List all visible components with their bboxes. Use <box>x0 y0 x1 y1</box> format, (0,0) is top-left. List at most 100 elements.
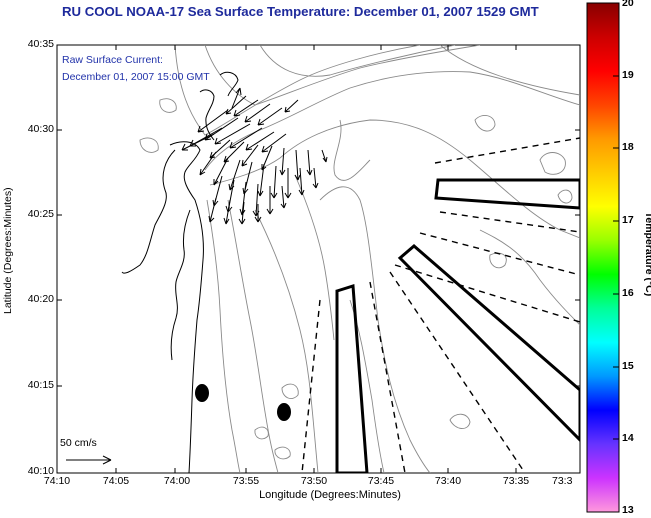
colorbar-tick-label: 16 <box>622 287 634 299</box>
colorbar-tick-label: 15 <box>622 360 634 372</box>
colorbar-tick-label: 19 <box>622 69 634 81</box>
current-arrow <box>257 163 265 197</box>
station-marker <box>195 384 209 402</box>
colorbar-tick-label: 14 <box>622 432 634 444</box>
current-arrow <box>208 197 217 223</box>
current-arrow <box>245 131 275 151</box>
contour-line <box>204 71 580 171</box>
contour-line <box>206 199 241 473</box>
colorbar-tick-label: 20 <box>622 0 634 9</box>
scale-label: 50 cm/s <box>60 437 97 449</box>
colorbar-label: Temperature (°C) <box>643 211 651 297</box>
y-tick-label: 40:15 <box>27 379 54 391</box>
shoreline <box>170 209 191 361</box>
current-arrow <box>284 168 292 199</box>
current-arrow <box>199 151 217 176</box>
x-axis-label: Longitude (Degrees:Minutes) <box>259 489 401 501</box>
x-tick-label: 74:10 <box>43 475 71 487</box>
y-tick-label: 40:20 <box>27 293 54 305</box>
current-arrow <box>238 201 246 225</box>
current-arrow <box>197 109 229 133</box>
current-arrow <box>231 87 242 109</box>
range-line <box>434 137 580 164</box>
current-arrow <box>213 157 229 186</box>
x-tick-label: 73:40 <box>434 475 462 487</box>
plot-area <box>56 44 581 474</box>
coastline <box>121 71 239 473</box>
x-tick-label: 73:55 <box>232 475 260 487</box>
shoreline <box>121 149 176 274</box>
current-arrow <box>312 167 319 189</box>
coverage-box <box>434 178 580 210</box>
current-arrow <box>284 99 299 113</box>
contour-line <box>449 413 471 429</box>
contour-line <box>209 119 580 239</box>
current-arrow <box>223 199 231 225</box>
axis-ticks <box>56 44 580 474</box>
contour-line <box>204 45 481 106</box>
current-arrow <box>279 147 286 176</box>
map-title: RU COOL NOAA-17 Sea Surface Temperature:… <box>62 4 539 19</box>
range-line <box>389 271 526 473</box>
y-tick-label: 40:25 <box>27 208 54 220</box>
current-arrow <box>280 185 287 209</box>
contour-line <box>557 189 573 204</box>
current-arrow <box>294 149 301 181</box>
current-vectors <box>181 87 328 225</box>
radar-range-lines <box>301 137 580 473</box>
bathymetry-contours <box>139 45 580 473</box>
contour-line <box>281 383 299 399</box>
colorbar-tick-label: 18 <box>622 141 634 153</box>
range-line <box>419 232 580 276</box>
x-tick-label: 73:3 <box>552 475 573 487</box>
contour-line <box>439 45 580 96</box>
contour-line <box>479 229 580 326</box>
range-line <box>301 299 321 473</box>
colorbar <box>586 2 620 513</box>
contour-line <box>139 137 159 153</box>
annotation-line-2: December 01, 2007 15:00 GMT <box>62 71 210 83</box>
contour-line <box>539 152 566 175</box>
contour-line <box>294 174 335 341</box>
colorbar-tick-label: 13 <box>622 504 634 516</box>
current-arrow <box>266 186 274 215</box>
x-tick-label: 74:00 <box>163 475 191 487</box>
contour-line <box>227 199 279 473</box>
current-arrow <box>254 204 262 223</box>
y-tick-label: 40:10 <box>27 465 54 477</box>
colorbar-ticks <box>613 2 619 513</box>
scale-arrow <box>66 455 112 465</box>
shoreline <box>199 89 215 141</box>
current-arrow <box>270 165 278 199</box>
coverage-box <box>335 284 369 473</box>
current-arrow <box>181 133 215 151</box>
shoreline <box>169 141 204 473</box>
current-arrow <box>241 144 259 167</box>
contour-line <box>319 186 431 473</box>
current-arrow <box>298 167 305 196</box>
y-tick-label: 40:30 <box>27 123 54 135</box>
y-tick-label: 40:35 <box>27 38 54 50</box>
current-arrow <box>257 107 283 126</box>
contour-line <box>274 446 291 460</box>
x-tick-label: 73:45 <box>367 475 395 487</box>
current-arrow <box>321 149 328 163</box>
current-arrow <box>261 133 287 153</box>
x-tick-label: 73:35 <box>502 475 530 487</box>
current-arrow <box>233 99 259 117</box>
annotation-line-1: Raw Surface Current: <box>62 54 163 66</box>
contour-line <box>254 426 269 440</box>
current-arrow <box>306 149 313 176</box>
current-arrow <box>229 127 263 149</box>
current-arrow <box>214 123 251 145</box>
contour-line <box>474 114 496 132</box>
y-axis-label: Latitude (Degrees:Minutes) <box>2 187 14 314</box>
colorbar-tick-label: 17 <box>622 214 634 226</box>
contour-line <box>174 45 421 136</box>
contour-line <box>159 98 177 113</box>
shoreline <box>219 71 239 97</box>
range-line <box>439 211 580 233</box>
contour-line <box>254 209 319 473</box>
coverage-boxes <box>335 178 580 473</box>
